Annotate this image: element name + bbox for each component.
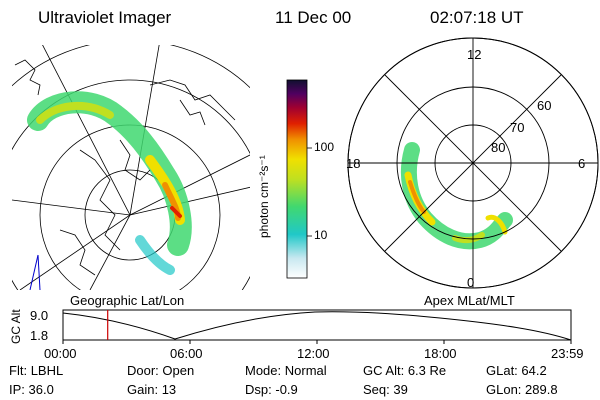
subsolar-lines <box>29 254 41 290</box>
meta-mode: Mode: Normal <box>245 363 327 378</box>
meta-glat: GLat: 64.2 <box>486 363 547 378</box>
time-tick-0: 00:00 <box>44 346 77 361</box>
time-label: 02:07:18 UT <box>430 8 524 27</box>
polar-panel <box>347 37 599 289</box>
time-tick-3: 18:00 <box>424 346 457 361</box>
coastlines <box>14 59 236 276</box>
altitude-y-low: 1.8 <box>30 328 49 343</box>
meta-flt: Flt: LBHL <box>9 363 64 378</box>
apex-panel-label: Apex MLat/MLT <box>424 293 515 308</box>
meta-ip: IP: 36.0 <box>9 382 54 397</box>
meta-seq: Seq: 39 <box>363 382 408 397</box>
date-label: 11 Dec 00 <box>275 8 352 27</box>
altitude-ylabel: GC Alt <box>9 309 23 344</box>
colorbar-tick-low: 10 <box>314 228 328 242</box>
instrument-title: Ultraviolet Imager <box>38 8 172 27</box>
altitude-y-high: 9.0 <box>30 308 49 323</box>
altitude-plot <box>62 309 572 344</box>
meta-gain: Gain: 13 <box>127 382 177 397</box>
meta-door: Door: Open <box>127 363 195 378</box>
auroral-oval-geo <box>27 91 192 275</box>
mlt-label-right: 6 <box>578 156 586 171</box>
altitude-curve <box>62 311 572 341</box>
mlat-label-70: 70 <box>510 120 525 135</box>
geo-panel-label: Geographic Lat/Lon <box>70 293 185 308</box>
colorbar-unit-label: photon cm⁻²s⁻¹ <box>257 155 271 238</box>
meta-gc-alt: GC Alt: 6.3 Re <box>363 363 447 378</box>
colorbar <box>286 79 308 279</box>
colorbar-tick-high: 100 <box>314 140 335 154</box>
time-tick-4: 23:59 <box>551 346 584 361</box>
mlat-label-60: 60 <box>537 98 552 113</box>
mlt-label-left: 18 <box>346 156 361 171</box>
mlt-label-top: 12 <box>467 47 482 62</box>
time-tick-1: 06:00 <box>170 346 203 361</box>
time-tick-2: 12:00 <box>297 346 330 361</box>
geographic-panel <box>12 45 250 290</box>
mlat-label-80: 80 <box>491 140 506 155</box>
mlt-label-bottom: 0 <box>467 275 475 290</box>
meta-glon: GLon: 289.8 <box>486 382 558 397</box>
meta-dsp: Dsp: -0.9 <box>245 382 298 397</box>
colorbar-ticks <box>307 147 312 237</box>
